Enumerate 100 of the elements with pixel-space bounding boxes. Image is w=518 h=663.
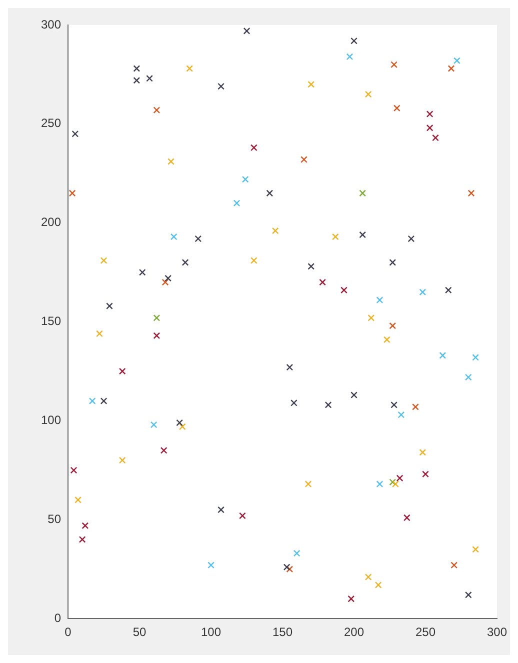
point xyxy=(308,80,315,88)
point xyxy=(389,259,396,266)
point xyxy=(208,562,214,569)
point xyxy=(439,352,446,359)
point xyxy=(150,421,158,428)
point xyxy=(464,374,472,381)
point xyxy=(218,506,224,514)
point xyxy=(164,274,172,282)
point xyxy=(162,278,169,286)
x-tick-label: 100 xyxy=(200,625,222,640)
point xyxy=(70,466,78,474)
point xyxy=(346,53,354,60)
y-tick-label: 250 xyxy=(40,116,62,130)
point xyxy=(350,37,358,44)
point xyxy=(106,302,113,310)
point xyxy=(283,564,290,571)
point xyxy=(133,76,140,84)
x-tick-label: 200 xyxy=(344,625,364,640)
point xyxy=(250,144,258,152)
point xyxy=(444,286,452,294)
point xyxy=(160,446,168,454)
point xyxy=(332,233,339,240)
point xyxy=(78,536,86,543)
y-tick-label: 50 xyxy=(48,512,62,526)
point xyxy=(133,65,140,72)
point xyxy=(88,398,96,404)
point xyxy=(74,496,82,504)
point xyxy=(359,231,366,238)
point xyxy=(389,322,396,330)
point xyxy=(178,423,186,430)
point xyxy=(426,110,434,118)
point xyxy=(374,582,382,588)
point xyxy=(472,546,479,553)
point xyxy=(359,190,366,197)
point xyxy=(233,200,240,207)
point xyxy=(408,235,415,242)
x-tick-label: 300 xyxy=(486,625,508,640)
point xyxy=(422,470,429,478)
point xyxy=(403,514,410,522)
point xyxy=(153,314,160,322)
point xyxy=(194,235,202,242)
point xyxy=(138,268,146,276)
point xyxy=(472,354,479,361)
y-tick-label: 200 xyxy=(40,215,62,230)
point xyxy=(293,550,300,557)
point xyxy=(412,403,419,410)
point xyxy=(118,456,126,464)
point xyxy=(454,57,460,64)
y-tick-label: 100 xyxy=(40,413,62,428)
point xyxy=(389,478,396,486)
x-tick-label: 150 xyxy=(272,625,293,640)
point xyxy=(304,480,312,488)
point xyxy=(368,314,375,322)
point xyxy=(300,156,308,163)
point xyxy=(218,82,224,90)
point xyxy=(153,332,160,340)
point xyxy=(419,448,426,456)
point xyxy=(324,401,332,408)
point xyxy=(383,336,390,344)
point xyxy=(72,130,79,138)
point xyxy=(186,65,193,72)
point xyxy=(392,480,399,488)
point xyxy=(393,104,400,112)
point xyxy=(396,474,404,482)
point xyxy=(348,595,355,602)
point xyxy=(82,522,89,530)
point xyxy=(168,158,174,165)
point xyxy=(376,296,384,304)
point xyxy=(426,124,434,132)
point xyxy=(398,411,405,418)
point xyxy=(96,330,103,338)
point xyxy=(100,257,108,264)
point xyxy=(242,176,249,183)
y-tick-label: 0 xyxy=(54,610,62,625)
point xyxy=(308,262,315,270)
x-tick-label: 0 xyxy=(64,625,72,640)
point xyxy=(153,106,160,114)
point xyxy=(68,190,76,197)
point xyxy=(146,74,153,82)
point xyxy=(243,28,250,34)
point xyxy=(182,259,189,266)
point xyxy=(286,566,294,573)
point xyxy=(340,286,348,294)
point xyxy=(468,190,475,197)
point xyxy=(448,65,455,72)
point xyxy=(450,562,458,569)
point xyxy=(170,233,178,240)
point xyxy=(419,288,426,296)
point xyxy=(100,398,108,404)
point xyxy=(364,90,372,98)
point xyxy=(290,399,298,406)
point xyxy=(390,401,398,408)
point xyxy=(266,190,274,197)
point xyxy=(376,480,384,488)
x-tick-label: 250 xyxy=(415,625,436,640)
x-tick-label: 50 xyxy=(132,625,147,640)
point xyxy=(364,574,372,580)
point xyxy=(250,257,258,264)
point xyxy=(176,419,183,426)
point xyxy=(239,512,246,520)
